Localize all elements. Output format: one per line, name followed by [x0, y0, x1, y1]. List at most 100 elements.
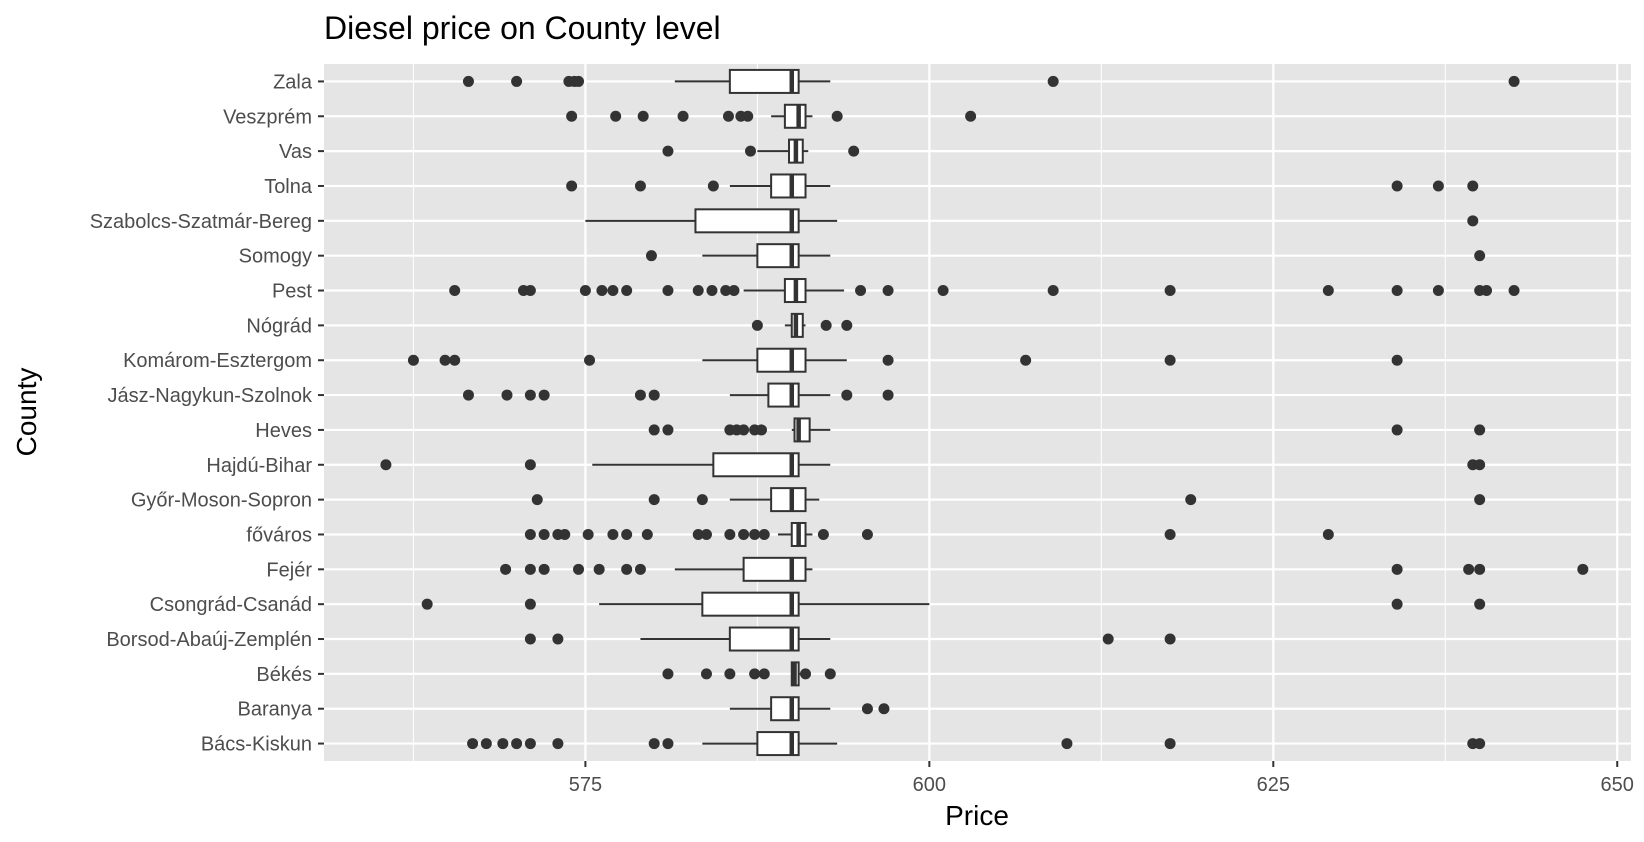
y-category-label: Szabolcs-Szatmár-Bereg	[90, 211, 312, 233]
y-category-label: Heves	[255, 420, 312, 442]
outlier-point	[758, 668, 770, 680]
outlier-point	[751, 319, 763, 331]
outlier-point	[538, 528, 550, 540]
outlier-point	[566, 110, 578, 122]
boxplot	[524, 521, 1334, 547]
outlier-point	[1322, 528, 1334, 540]
outlier-point	[1474, 250, 1486, 262]
box	[770, 173, 807, 199]
outlier-point	[524, 459, 536, 471]
y-category-label: Pest	[272, 281, 312, 303]
outlier-point	[511, 75, 523, 87]
x-axis: 575 600 625 650	[569, 761, 1634, 796]
box	[756, 347, 807, 373]
outlier-point	[831, 110, 843, 122]
outlier-point	[1508, 75, 1520, 87]
x-tick-label: 575	[569, 774, 602, 796]
outlier-point	[531, 494, 543, 506]
outlier-point	[1467, 215, 1479, 227]
outlier-point	[1322, 285, 1334, 297]
outlier-point	[662, 738, 674, 750]
boxplot	[662, 138, 860, 164]
outlier-point	[552, 738, 564, 750]
outlier-point	[407, 354, 419, 366]
outlier-point	[449, 354, 461, 366]
outlier-point	[965, 110, 977, 122]
outlier-point	[700, 668, 712, 680]
outlier-point	[637, 110, 649, 122]
outlier-point	[1577, 563, 1589, 575]
outlier-point	[648, 494, 660, 506]
outlier-point	[1391, 563, 1403, 575]
outlier-point	[1164, 528, 1176, 540]
y-category-label: Borsod-Abaúj-Zemplén	[106, 629, 312, 651]
boxplot	[524, 626, 1176, 652]
y-category-label: Bács-Kiskun	[201, 734, 312, 756]
outlier-point	[662, 424, 674, 436]
box	[694, 208, 800, 234]
outlier-point	[677, 110, 689, 122]
outlier-point	[573, 75, 585, 87]
boxplot	[500, 556, 1589, 582]
box	[756, 243, 800, 269]
box	[770, 696, 800, 722]
boxplot	[566, 103, 977, 129]
y-category-label: Nógrád	[246, 315, 312, 337]
y-category-label: Győr-Moson-Sopron	[131, 490, 312, 512]
boxplot	[729, 696, 890, 722]
outlier-point	[648, 424, 660, 436]
box	[770, 487, 807, 513]
outlier-point	[738, 424, 750, 436]
outlier-point	[501, 389, 513, 401]
outlier-point	[662, 285, 674, 297]
box	[728, 68, 800, 94]
outlier-point	[648, 738, 660, 750]
outlier-point	[720, 285, 732, 297]
outlier-point	[749, 668, 761, 680]
y-category-label: Baranya	[238, 699, 313, 721]
y-category-label: főváros	[246, 524, 312, 546]
boxplot	[380, 452, 1486, 478]
outlier-point	[621, 563, 633, 575]
outlier-point	[724, 528, 736, 540]
outlier-point	[882, 389, 894, 401]
outlier-point	[634, 389, 646, 401]
outlier-point	[538, 563, 550, 575]
outlier-point	[566, 180, 578, 192]
outlier-point	[524, 389, 536, 401]
box	[728, 626, 800, 652]
outlier-point	[882, 285, 894, 297]
outlier-point	[1102, 633, 1114, 645]
outlier-point	[1474, 738, 1486, 750]
y-axis: Zala Veszprém Vas Tolna Szabolcs-Szatmár-Ber…	[90, 71, 324, 756]
box	[756, 731, 800, 757]
outlier-point	[641, 528, 653, 540]
y-category-label: Békés	[256, 664, 312, 686]
boxplots	[380, 68, 1589, 757]
chart-title: Diesel price on County level	[324, 10, 721, 46]
outlier-point	[579, 285, 591, 297]
x-tick-label: 625	[1257, 774, 1290, 796]
outlier-point	[559, 528, 571, 540]
outlier-point	[1467, 180, 1479, 192]
y-axis-title: County	[11, 368, 42, 457]
outlier-point	[1463, 563, 1475, 575]
outlier-point	[1164, 285, 1176, 297]
outlier-point	[758, 528, 770, 540]
outlier-point	[573, 563, 585, 575]
outlier-point	[696, 494, 708, 506]
outlier-point	[1047, 75, 1059, 87]
outlier-point	[593, 563, 605, 575]
outlier-point	[1391, 424, 1403, 436]
outlier-point	[800, 668, 812, 680]
box	[712, 452, 800, 478]
outlier-point	[742, 110, 754, 122]
boxplot	[407, 347, 1403, 373]
outlier-point	[480, 738, 492, 750]
outlier-point	[756, 424, 768, 436]
outlier-point	[582, 528, 594, 540]
outlier-point	[497, 738, 509, 750]
outlier-point	[1391, 180, 1403, 192]
box	[767, 382, 800, 408]
